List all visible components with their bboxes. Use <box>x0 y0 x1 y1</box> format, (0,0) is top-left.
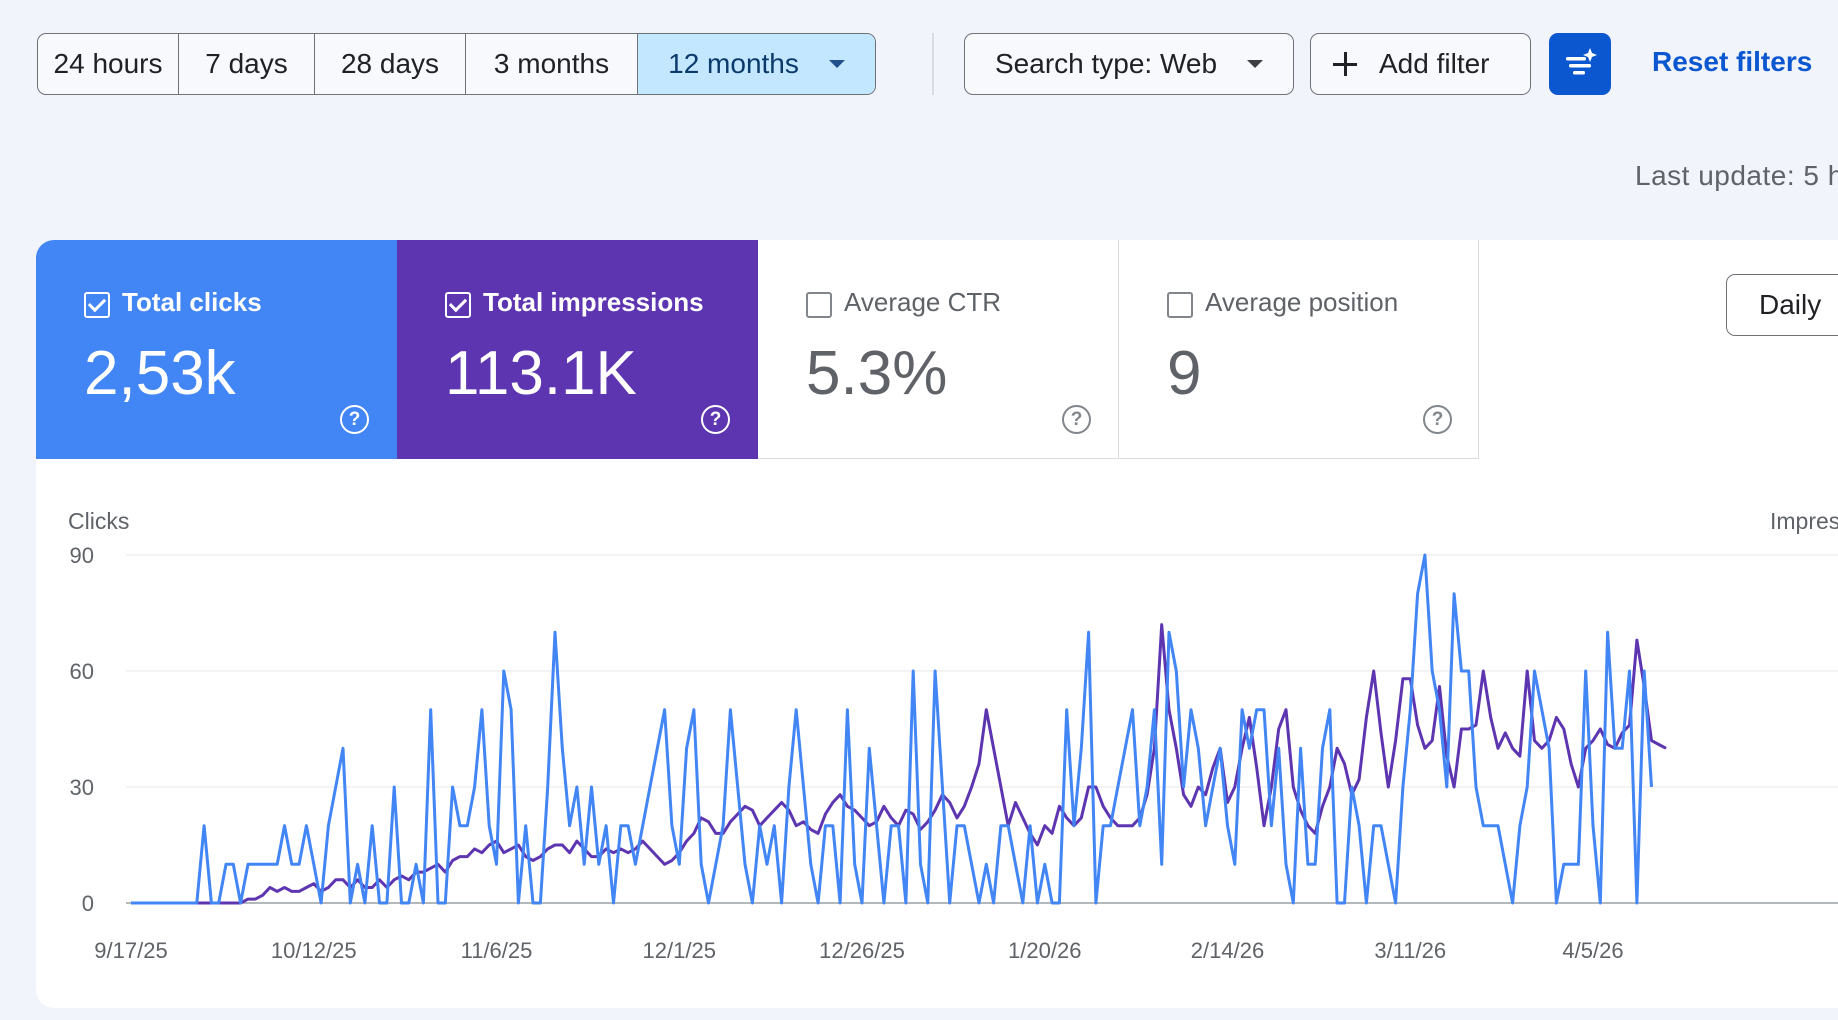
checkbox-checked-icon[interactable] <box>445 292 471 318</box>
y-tick-label: 90 <box>70 543 94 568</box>
x-tick-label: 11/6/25 <box>461 938 533 963</box>
series-line-impressions <box>131 623 1667 905</box>
metric-value: 113.1K <box>445 339 637 408</box>
metric-total-clicks[interactable]: Total clicks 2,53k ? <box>36 240 397 459</box>
x-tick-label: 10/12/25 <box>271 938 357 963</box>
filter-sparkle-icon <box>1566 48 1597 75</box>
x-tick-label: 12/26/25 <box>819 938 905 963</box>
add-filter-button[interactable]: Add filter <box>1310 33 1531 95</box>
range-24-hours-button[interactable]: 24 hours <box>38 34 179 94</box>
x-tick-label: 9/17/25 <box>94 938 167 963</box>
left-axis-title: Clicks <box>68 508 130 534</box>
range-28-days-button[interactable]: 28 days <box>315 34 466 94</box>
checkbox-checked-icon[interactable] <box>84 292 110 318</box>
metric-average-ctr[interactable]: Average CTR 5.3% ? <box>758 240 1119 459</box>
metric-value: 9 <box>1167 339 1202 408</box>
metric-label: Total clicks <box>122 287 262 317</box>
help-icon[interactable]: ? <box>701 405 730 434</box>
metric-value: 2,53k <box>84 339 236 408</box>
chevron-down-icon <box>828 60 845 68</box>
date-range-selector: 24 hours 7 days 28 days 3 months 12 mont… <box>37 33 876 95</box>
chevron-down-icon <box>1247 60 1264 68</box>
y-tick-label: 60 <box>70 659 94 684</box>
search-type-label: Search type: Web <box>995 48 1218 79</box>
y-tick-label: 0 <box>82 891 94 916</box>
range-12-months-label: 12 months <box>668 48 799 79</box>
add-filter-label: Add filter <box>1379 48 1490 79</box>
y-tick-label: 30 <box>70 775 94 800</box>
filter-tune-button[interactable] <box>1549 33 1611 95</box>
range-12-months-button[interactable]: 12 months <box>638 34 875 94</box>
metric-label: Total impressions <box>483 287 704 317</box>
metric-average-position[interactable]: Average position 9 ? <box>1119 240 1479 459</box>
metric-label: Average CTR <box>844 287 1002 317</box>
plus-icon <box>1333 52 1357 76</box>
series-line-clicks <box>131 553 1653 905</box>
x-tick-label: 4/5/26 <box>1562 938 1623 963</box>
performance-card: Total clicks 2,53k ? Total impressions 1… <box>36 240 1838 1008</box>
metric-label: Average position <box>1205 287 1399 317</box>
help-icon[interactable]: ? <box>1423 405 1452 434</box>
checkbox-unchecked-icon[interactable] <box>806 292 832 318</box>
help-icon[interactable]: ? <box>1062 405 1091 434</box>
x-tick-label: 1/20/26 <box>1008 938 1081 963</box>
search-type-dropdown[interactable]: Search type: Web <box>964 33 1294 95</box>
checkbox-unchecked-icon[interactable] <box>1167 292 1193 318</box>
metric-total-impressions[interactable]: Total impressions 113.1K ? <box>397 240 758 459</box>
range-7-days-button[interactable]: 7 days <box>179 34 315 94</box>
right-axis-title: Impres <box>1770 508 1838 534</box>
range-3-months-button[interactable]: 3 months <box>466 34 638 94</box>
x-tick-label: 12/1/25 <box>643 938 716 963</box>
x-tick-label: 2/14/26 <box>1191 938 1264 963</box>
toolbar-divider <box>932 33 934 95</box>
performance-line-chart: 0 30 60 90 9/17/25 10/12/25 11/6/25 12/1/25 12/2… <box>70 543 1838 963</box>
help-icon[interactable]: ? <box>340 405 369 434</box>
x-tick-label: 3/11/26 <box>1374 938 1446 963</box>
granularity-daily-button[interactable]: Daily <box>1726 274 1838 336</box>
last-update-text: Last update: 5 h <box>1635 160 1838 191</box>
metric-value: 5.3% <box>806 339 948 408</box>
reset-filters-link[interactable]: Reset filters <box>1652 46 1813 77</box>
